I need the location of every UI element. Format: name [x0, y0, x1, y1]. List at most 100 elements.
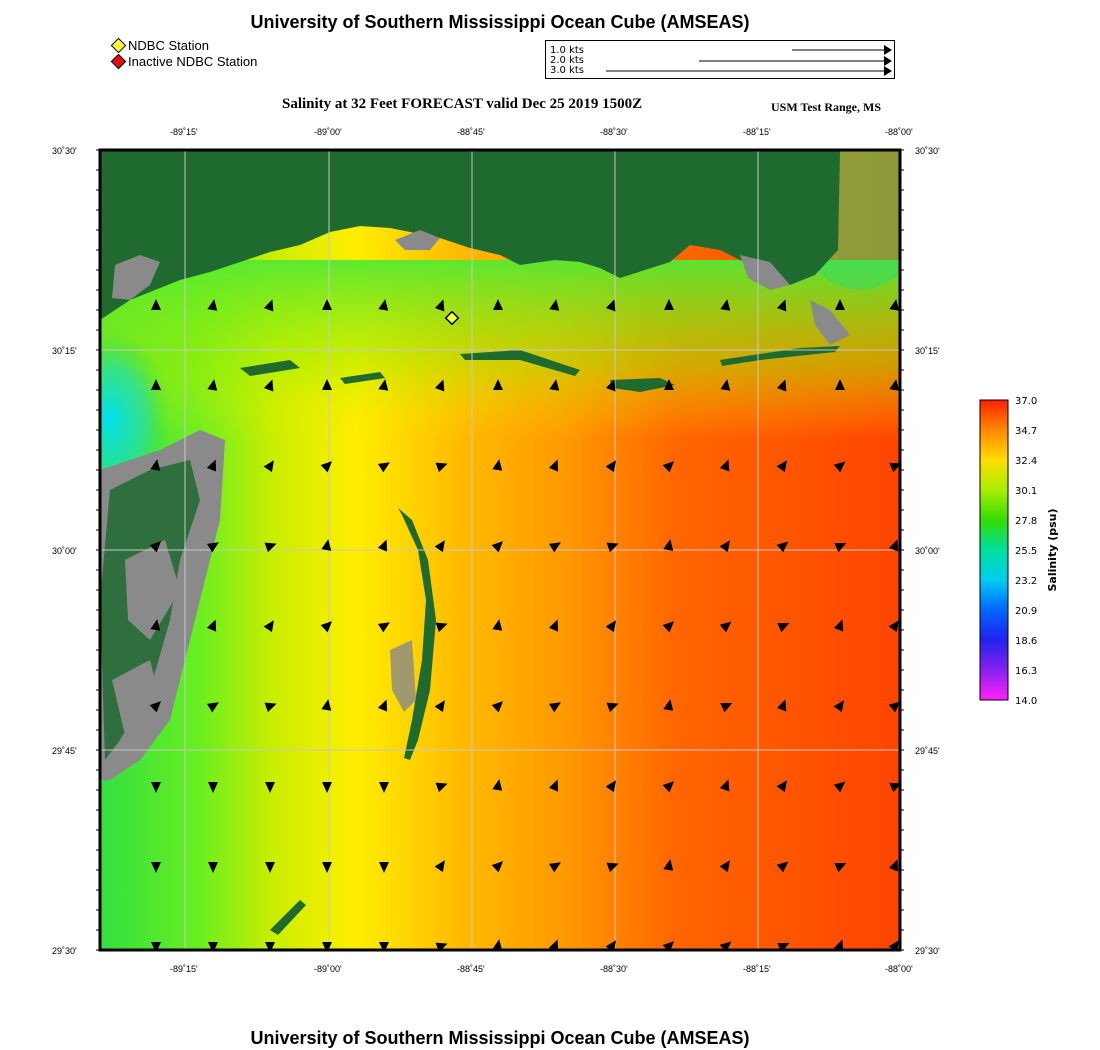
current-vector-arrow — [662, 941, 675, 950]
vector-scale-label-2: 2.0 kts — [550, 55, 584, 66]
current-vector-arrow — [776, 541, 789, 553]
current-vector-arrow — [606, 702, 619, 713]
current-vector-arrow — [265, 942, 275, 950]
current-vector-arrow — [265, 782, 275, 793]
current-vector-arrow — [719, 779, 730, 792]
current-vector-arrow — [549, 299, 560, 311]
vector-scale-label-3: 3.0 kts — [550, 65, 584, 76]
lon-tick-top-4: -88˚30' — [600, 127, 628, 137]
vector-scale-box: 1.0 kts 2.0 kts 3.0 kts — [545, 40, 895, 79]
current-vector-arrow — [320, 461, 333, 473]
map-grid — [100, 150, 900, 950]
current-vector-arrow — [208, 782, 218, 793]
current-vector-arrow — [664, 379, 674, 390]
cb-label-6: 25.5 — [1015, 546, 1037, 557]
legend-inactive-label: Inactive NDBC Station — [128, 54, 258, 69]
current-vector-arrow — [605, 620, 616, 633]
current-vector-arrow — [719, 540, 731, 553]
map-subtitle: Salinity at 32 Feet FORECAST valid Dec 2… — [282, 96, 643, 112]
current-vector-arrow — [662, 621, 675, 633]
cb-label-1: 37.0 — [1015, 396, 1037, 407]
current-vector-arrow — [151, 379, 161, 390]
current-vector-arrow — [322, 379, 332, 390]
current-vector-arrow — [720, 299, 731, 311]
bottom-title: University of Southern Mississippi Ocean… — [250, 1028, 750, 1048]
current-vector-arrow — [720, 379, 731, 391]
ndbc-station-marker[interactable] — [444, 310, 460, 326]
current-vector-arrow — [434, 299, 445, 312]
current-vector-arrow — [776, 460, 788, 473]
current-vector-arrow — [434, 540, 445, 553]
current-vector-arrow — [834, 863, 847, 873]
region-label: USM Test Range, MS — [771, 100, 882, 114]
current-vector-arrow — [776, 780, 788, 793]
colorbar-bar — [979, 399, 1009, 701]
current-vector-arrow — [263, 460, 274, 473]
current-vector-arrow — [321, 539, 332, 551]
current-vector-arrow — [491, 861, 504, 873]
current-vector-arrow — [207, 379, 218, 391]
legend-active-label: NDBC Station — [128, 38, 209, 53]
current-vector-arrow — [662, 781, 675, 793]
current-vector-arrow — [378, 379, 389, 391]
current-vector-arrow — [434, 379, 445, 392]
current-vector-arrow — [206, 542, 219, 553]
station-legend: NDBC Station Inactive NDBC Station — [110, 37, 258, 70]
lon-tick-bottom-4: -88˚30' — [600, 964, 628, 974]
lon-tick-bottom-2: -89˚00' — [314, 964, 342, 974]
mainland-coast — [100, 150, 840, 320]
lon-tick-top-3: -88˚45' — [457, 127, 485, 137]
lat-tick-left-3: 30˚00' — [52, 546, 77, 556]
current-vector-arrow — [149, 701, 162, 713]
cb-label-10: 16.3 — [1015, 666, 1037, 677]
current-vector-arrow — [492, 779, 503, 791]
lon-tick-bottom-6: -88˚00' — [885, 964, 913, 974]
cb-label-8: 20.9 — [1015, 606, 1037, 617]
legend-inactive-station: Inactive NDBC Station — [110, 53, 258, 70]
current-vector-arrow — [208, 862, 218, 873]
current-vector-arrow — [149, 541, 162, 553]
lat-tick-right-5: 29˚30' — [915, 946, 940, 956]
current-vector-arrow — [265, 862, 275, 873]
lat-tick-left-1: 30˚30' — [52, 146, 77, 156]
current-vector-arrow — [720, 703, 733, 713]
cb-label-5: 27.8 — [1015, 516, 1037, 527]
top-title: University of Southern Mississippi Ocean… — [250, 12, 750, 32]
lat-tick-left-4: 29˚45' — [52, 746, 77, 756]
lon-tick-top-5: -88˚15' — [743, 127, 771, 137]
lat-tick-left-5: 29˚30' — [52, 946, 77, 956]
current-vector-arrow — [548, 862, 561, 873]
current-vector-arrow — [889, 783, 900, 793]
current-vector-arrow — [491, 541, 504, 553]
current-vector-arrow — [889, 379, 900, 391]
current-vector-arrow — [492, 939, 503, 950]
current-vector-arrow — [605, 460, 616, 473]
current-vector-arrow — [435, 782, 448, 793]
current-vector-arrow — [833, 461, 846, 473]
lat-tick-right-4: 29˚45' — [915, 746, 940, 756]
barrier-island — [240, 360, 300, 376]
current-vector-arrow — [663, 539, 674, 551]
lon-tick-bottom-1: -89˚15' — [170, 964, 198, 974]
current-vector-arrow — [207, 299, 218, 311]
current-vector-arrow — [606, 542, 619, 553]
salinity-colorbar: 37.0 34.7 32.4 30.1 27.8 25.5 23.2 20.9 … — [979, 396, 1059, 707]
current-vector-arrow — [491, 701, 504, 713]
current-vector-arrow — [379, 942, 389, 950]
lat-tick-right-1: 30˚30' — [915, 146, 940, 156]
lon-tick-bottom-5: -88˚15' — [743, 964, 771, 974]
cb-label-7: 23.2 — [1015, 576, 1037, 587]
current-vector-arrow — [888, 620, 900, 633]
cb-label-9: 18.6 — [1015, 636, 1037, 647]
current-vector-arrow — [377, 622, 390, 633]
current-vector-arrow — [889, 299, 900, 311]
current-vector-arrow — [151, 782, 161, 793]
current-vector-arrow — [833, 781, 846, 793]
lon-tick-top-6: -88˚00' — [885, 127, 913, 137]
current-vector-arrow — [377, 699, 388, 712]
current-vector-arrow — [322, 782, 332, 793]
current-vector-arrow — [264, 702, 277, 713]
current-vector-arrow — [548, 542, 561, 553]
current-vector-arrow — [264, 542, 277, 553]
lon-tick-top-1: -89˚15' — [170, 127, 198, 137]
